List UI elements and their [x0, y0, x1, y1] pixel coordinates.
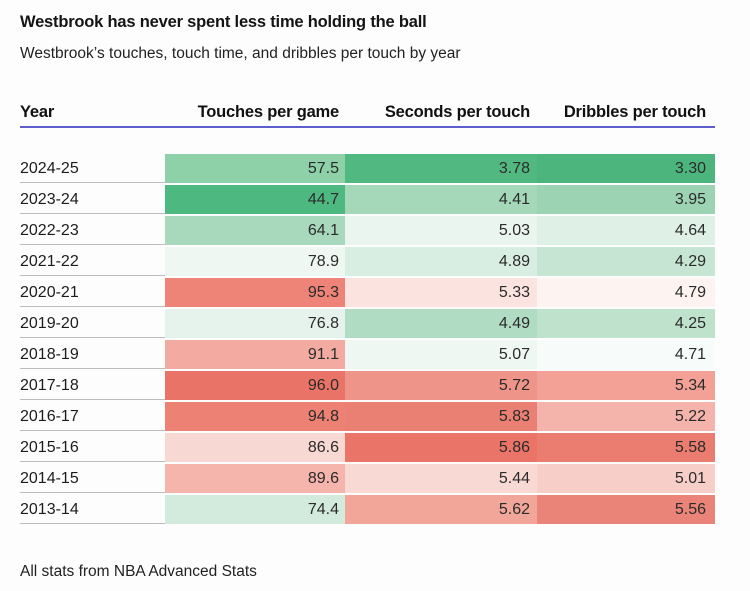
- year-label: 2022-23: [20, 216, 165, 245]
- table-row: 2017-18 96.0 5.72 5.34: [20, 371, 715, 400]
- column-header-year: Year: [20, 103, 55, 121]
- column-header-touches: Touches per game: [197, 103, 340, 121]
- seconds-cell: 5.07: [345, 340, 537, 369]
- touches-cell: 96.0: [165, 371, 345, 400]
- touches-cell: 76.8: [165, 309, 345, 338]
- table-row: 2018-19 91.1 5.07 4.71: [20, 340, 715, 369]
- column-header-dribbles: Dribbles per touch: [563, 103, 706, 121]
- year-label: 2016-17: [20, 402, 165, 431]
- dribbles-cell: 3.95: [537, 185, 715, 214]
- year-label: 2020-21: [20, 278, 165, 307]
- seconds-cell: 5.33: [345, 278, 537, 307]
- year-label: 2015-16: [20, 433, 165, 462]
- column-header-seconds: Seconds per touch: [384, 103, 530, 121]
- table-row: 2014-15 89.6 5.44 5.01: [20, 464, 715, 493]
- dribbles-cell: 3.30: [537, 154, 715, 183]
- table-row: 2013-14 74.4 5.62 5.56: [20, 495, 715, 524]
- chart-subtitle: Westbrook’s touches, touch time, and dri…: [20, 45, 461, 62]
- touches-cell: 74.4: [165, 495, 345, 524]
- touches-cell: 64.1: [165, 216, 345, 245]
- year-label: 2019-20: [20, 309, 165, 338]
- seconds-cell: 5.72: [345, 371, 537, 400]
- table-row: 2023-24 44.7 4.41 3.95: [20, 185, 715, 214]
- source-note: All stats from NBA Advanced Stats: [20, 563, 257, 580]
- year-label: 2017-18: [20, 371, 165, 400]
- touches-cell: 91.1: [165, 340, 345, 369]
- year-label: 2024-25: [20, 154, 165, 183]
- table-row: 2019-20 76.8 4.49 4.25: [20, 309, 715, 338]
- dribbles-cell: 5.34: [537, 371, 715, 400]
- table-row: 2021-22 78.9 4.89 4.29: [20, 247, 715, 276]
- table-row: 2022-23 64.1 5.03 4.64: [20, 216, 715, 245]
- year-label: 2013-14: [20, 495, 165, 524]
- touches-cell: 94.8: [165, 402, 345, 431]
- table-header-row: Year Touches per game Seconds per touch …: [20, 102, 715, 128]
- table-row: 2020-21 95.3 5.33 4.79: [20, 278, 715, 307]
- dribbles-cell: 4.29: [537, 247, 715, 276]
- seconds-cell: 5.03: [345, 216, 537, 245]
- touches-cell: 78.9: [165, 247, 345, 276]
- seconds-cell: 4.49: [345, 309, 537, 338]
- dribbles-cell: 5.56: [537, 495, 715, 524]
- touches-cell: 89.6: [165, 464, 345, 493]
- dribbles-cell: 4.64: [537, 216, 715, 245]
- dribbles-cell: 5.58: [537, 433, 715, 462]
- chart-title: Westbrook has never spent less time hold…: [20, 13, 427, 31]
- seconds-cell: 3.78: [345, 154, 537, 183]
- seconds-cell: 4.89: [345, 247, 537, 276]
- seconds-cell: 5.83: [345, 402, 537, 431]
- dribbles-cell: 5.22: [537, 402, 715, 431]
- touches-cell: 86.6: [165, 433, 345, 462]
- dribbles-cell: 5.01: [537, 464, 715, 493]
- year-label: 2021-22: [20, 247, 165, 276]
- table-row: 2024-25 57.5 3.78 3.30: [20, 154, 715, 183]
- dribbles-cell: 4.79: [537, 278, 715, 307]
- touches-cell: 57.5: [165, 154, 345, 183]
- seconds-cell: 5.86: [345, 433, 537, 462]
- touches-cell: 95.3: [165, 278, 345, 307]
- table-row: 2015-16 86.6 5.86 5.58: [20, 433, 715, 462]
- dribbles-cell: 4.71: [537, 340, 715, 369]
- table-row: 2016-17 94.8 5.83 5.22: [20, 402, 715, 431]
- year-label: 2018-19: [20, 340, 165, 369]
- touches-cell: 44.7: [165, 185, 345, 214]
- stats-table: Year Touches per game Seconds per touch …: [20, 102, 715, 524]
- dribbles-cell: 4.25: [537, 309, 715, 338]
- table-body: 2024-25 57.5 3.78 3.30 2023-24 44.7 4.41…: [20, 154, 715, 524]
- seconds-cell: 4.41: [345, 185, 537, 214]
- year-label: 2014-15: [20, 464, 165, 493]
- seconds-cell: 5.44: [345, 464, 537, 493]
- year-label: 2023-24: [20, 185, 165, 214]
- seconds-cell: 5.62: [345, 495, 537, 524]
